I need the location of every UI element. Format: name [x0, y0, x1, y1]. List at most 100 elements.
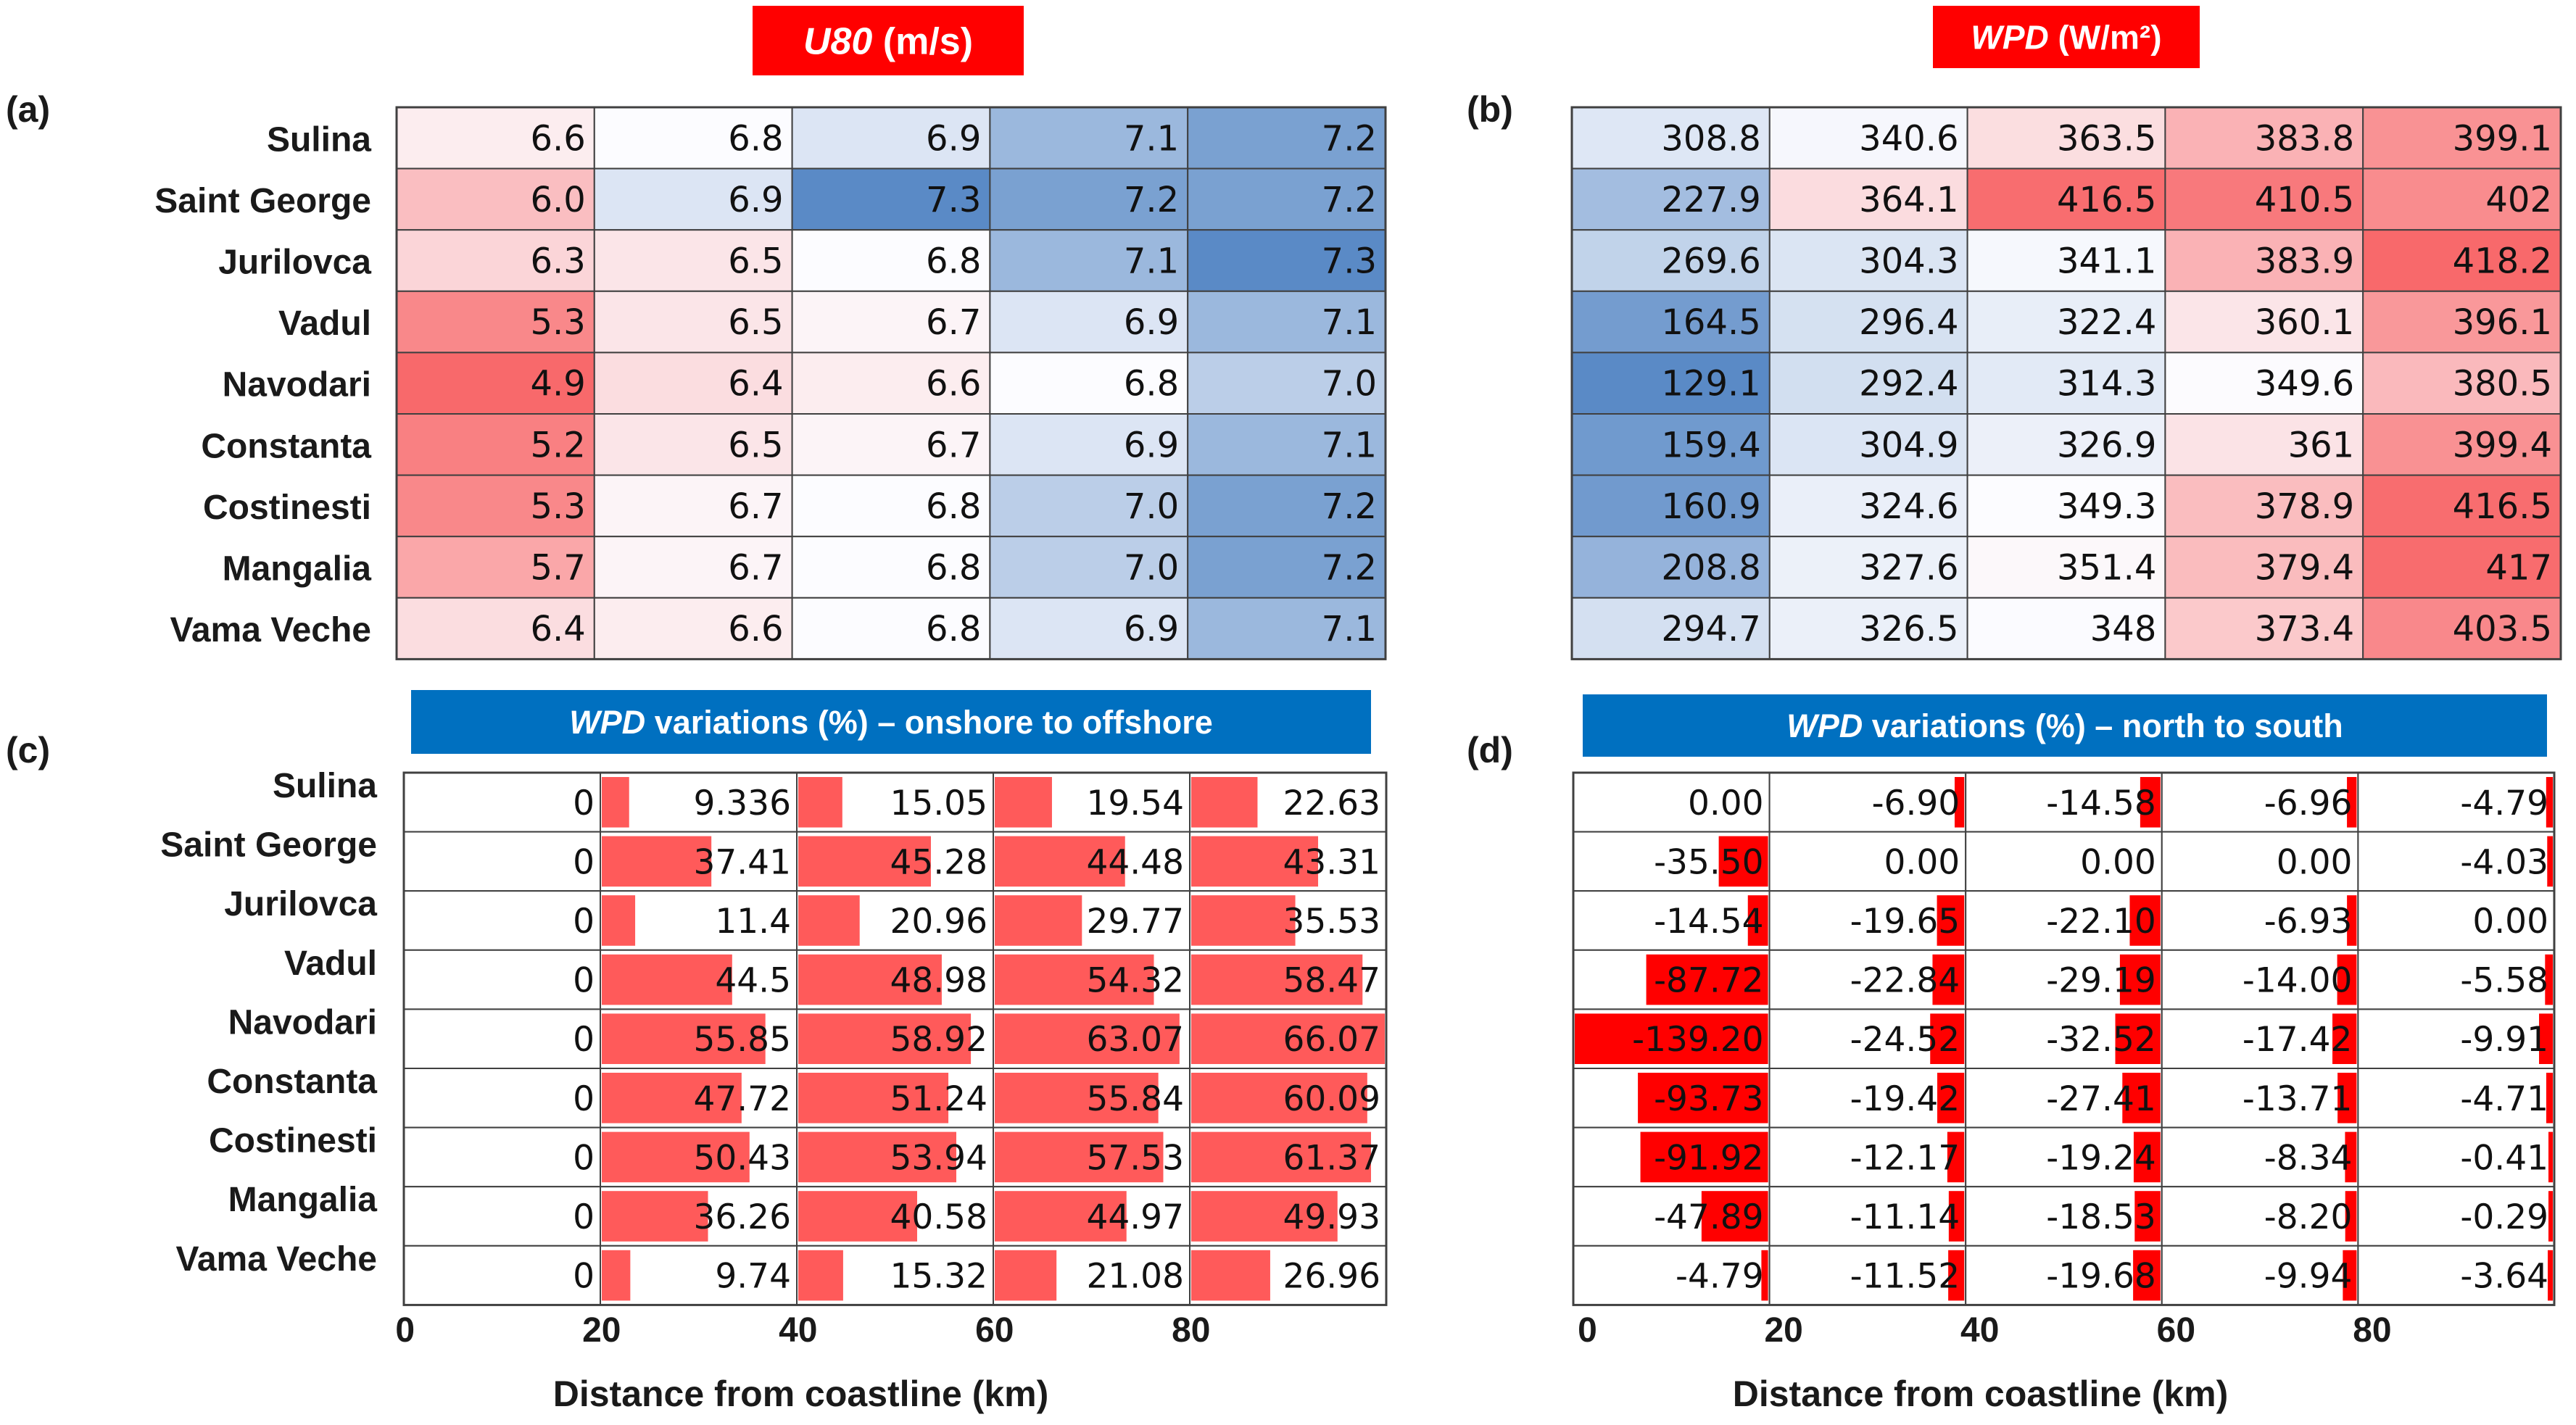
bars-c-bar: [602, 836, 712, 887]
bars-d-value-label: -91.92: [1654, 1138, 1764, 1178]
heatmap-a-cell: [396, 229, 595, 292]
bars-d-value-label: -6.96: [2264, 784, 2353, 823]
heatmap-a-cell: [593, 167, 793, 231]
heatmap-a-cell: [396, 597, 595, 660]
bars-d-value-label: -14.00: [2242, 961, 2353, 1001]
heatmap-b-cell-label: 351.4: [2057, 548, 2156, 589]
bars-d-cell: [1768, 1068, 1967, 1129]
bars-c-bar: [1191, 1191, 1338, 1242]
bars-d-value-label: -0.41: [2460, 1138, 2548, 1178]
bars-c-value-label: 48.98: [890, 961, 987, 1001]
bars-d-cell: [1573, 772, 1771, 833]
bars-c-value-label: 0: [573, 784, 595, 823]
heatmap-b-cell: [1768, 536, 1968, 599]
heatmap-b-cell-label: 314.3: [2057, 364, 2156, 404]
bars-d-bar: [2337, 954, 2357, 1005]
bars-c-value-label: 60.09: [1283, 1079, 1380, 1119]
heatmap-b-cell: [2362, 597, 2561, 660]
bars-d-value-label: -4.71: [2460, 1079, 2548, 1119]
bars-d-bar: [2133, 1131, 2161, 1183]
heatmap-a-cell: [1187, 167, 1386, 231]
bars-d-bar: [2548, 1250, 2553, 1301]
heatmap-b-cell-label: 373.4: [2255, 609, 2354, 649]
heatmap-b-cell: [2362, 229, 2561, 292]
bars-d-bar: [2546, 777, 2553, 828]
bars-c-cell: [600, 1245, 798, 1306]
bars-d-cell: [1965, 772, 2163, 833]
bars-c-bar: [602, 777, 629, 828]
heatmap-b-cell-label: 160.9: [1661, 486, 1760, 527]
panel-b-title-italic: WPD: [1971, 19, 2048, 57]
bars-c-cell: [403, 890, 601, 951]
heatmap-b-cell-label: 294.7: [1661, 609, 1760, 649]
bars-d-cell: [1965, 1126, 2163, 1188]
bars-c-value-label: 58.47: [1283, 961, 1380, 1001]
heatmap-a-cell-label: 7.3: [1322, 241, 1377, 282]
bars-d-bar: [2546, 1073, 2553, 1123]
bars-d-value-label: -47.89: [1654, 1197, 1764, 1237]
bars-c-value-label: 47.72: [693, 1079, 791, 1119]
heatmap-a-row-label: Constanta: [201, 427, 371, 465]
bars-c-value-label: 66.07: [1283, 1020, 1380, 1060]
bars-d-value-label: -11.52: [1850, 1257, 1960, 1297]
heatmap-b-cell: [2362, 536, 2561, 599]
bars-c-value-label: 29.77: [1086, 902, 1184, 942]
bars-d-bar: [2547, 836, 2553, 887]
bars-d-value-label: -87.72: [1654, 961, 1764, 1001]
heatmap-a-cell: [593, 536, 793, 599]
bars-d-value-label: -19.68: [2046, 1257, 2156, 1297]
bars-c-row-label: Navodari: [228, 1003, 377, 1042]
bars-c-value-label: 35.53: [1283, 902, 1380, 942]
heatmap-b-cell: [1768, 597, 1968, 660]
bars-d-value-label: -32.52: [2046, 1020, 2156, 1060]
heatmap-b-cell: [1966, 536, 2166, 599]
heatmap-a-row-label: Costinesti: [203, 489, 371, 527]
bars-d-bar: [2129, 895, 2161, 946]
bars-c-bar: [995, 1073, 1159, 1123]
bars-d-bar: [2545, 954, 2553, 1005]
bars-d-value-label: 0.00: [2472, 902, 2548, 942]
heatmap-a-cell-label: 7.0: [1322, 364, 1377, 404]
bars-d-cell: [1768, 890, 1967, 951]
heatmap-a-cell-label: 6.9: [926, 118, 981, 159]
heatmap-a-cell-label: 6.7: [926, 302, 981, 343]
heatmap-a-cell-label: 6.7: [926, 425, 981, 465]
heatmap-b-frame: [1570, 106, 2562, 660]
bars-c-frame: [402, 771, 1388, 1306]
heatmap-b-cell: [1571, 413, 1771, 476]
bars-d-x-tick: 60: [2157, 1311, 2195, 1350]
heatmap-a-row-label: Vama Veche: [170, 611, 371, 649]
bars-c-bar: [995, 1191, 1127, 1242]
bars-c-value-label: 0: [573, 1197, 595, 1237]
bars-c-value-label: 57.53: [1086, 1138, 1184, 1178]
heatmap-b-cell-label: 364.1: [1859, 180, 1958, 220]
bars-d-value-label: -11.14: [1850, 1197, 1960, 1237]
heatmap-b-cell: [1966, 474, 2166, 538]
bars-d-cell: [2357, 1126, 2555, 1188]
bars-d-bar: [2548, 1191, 2553, 1242]
bars-d-bar: [1718, 836, 1768, 887]
bars-c-row-label: Constanta: [207, 1063, 377, 1101]
bars-c-value-label: 11.4: [715, 902, 791, 942]
heatmap-a-row-label: Navodari: [223, 366, 371, 404]
heatmap-b-cell: [1768, 352, 1968, 415]
heatmap-b-cell-label: 129.1: [1661, 364, 1760, 404]
heatmap-b-cell: [1571, 229, 1771, 292]
bars-c-bar: [1191, 954, 1363, 1005]
heatmap-a-cell: [593, 597, 793, 660]
bars-c-value-label: 0: [573, 842, 595, 882]
heatmap-b-cell-label: 308.8: [1661, 118, 1760, 159]
heatmap-b-cell-label: 304.9: [1859, 425, 1958, 465]
heatmap-a-cell-label: 7.0: [1124, 548, 1179, 589]
bars-c-cell: [403, 772, 601, 833]
bars-d-cell: [2161, 890, 2359, 951]
bars-d-bar: [2345, 1191, 2357, 1242]
heatmap-a-cell: [989, 352, 1189, 415]
heatmap-b-cell-label: 348: [2090, 609, 2157, 649]
heatmap-a-cell-label: 6.6: [728, 609, 783, 649]
panel-d-title: WPD variations (%) – north to south: [1786, 707, 2343, 744]
bars-d-value-label: -0.29: [2460, 1197, 2548, 1237]
heatmap-a-cell-label: 7.0: [1124, 486, 1179, 527]
heatmap-a-cell: [989, 167, 1189, 231]
